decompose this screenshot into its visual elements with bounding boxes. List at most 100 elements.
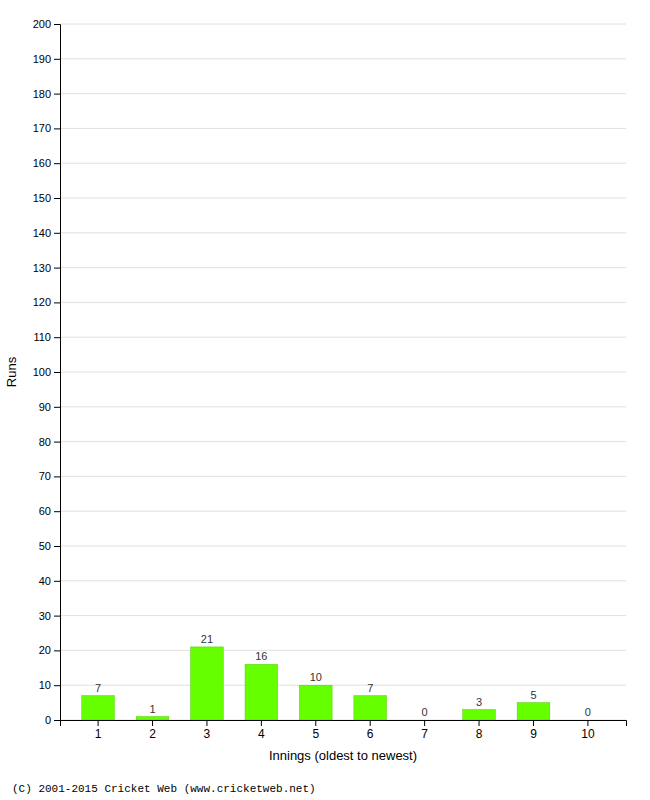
data-label: 3 [476, 696, 482, 708]
data-label: 1 [149, 703, 155, 715]
y-tick-label: 30 [39, 610, 51, 622]
x-tick: 7 [421, 720, 428, 741]
y-axis: 0 10 20 30 40 50 60 70 80 90 100 110 120 130 140 150 160… [33, 18, 61, 726]
data-label: 0 [422, 706, 428, 718]
bar [191, 647, 224, 720]
x-axis-title: Innings (oldest to newest) [269, 748, 417, 763]
grid-line [60, 267, 626, 268]
grid-line [60, 24, 626, 25]
y-tick-label: 10 [39, 679, 51, 691]
grid [60, 24, 626, 720]
y-tick-mark [54, 650, 60, 651]
y-tick-mark [54, 476, 60, 477]
grid-line [60, 546, 626, 547]
x-tick: 5 [312, 720, 319, 741]
y-tick-label: 100 [33, 366, 51, 378]
y-tick: 160 [33, 157, 60, 169]
data-label: 0 [585, 706, 591, 718]
y-tick-label: 40 [39, 575, 51, 587]
x-tick-mark [206, 720, 207, 726]
grid-line [60, 58, 626, 59]
y-tick: 190 [33, 53, 60, 65]
y-tick-mark [54, 24, 60, 25]
y-tick-mark [54, 198, 60, 199]
x-tick-mark [98, 720, 99, 726]
y-tick-label: 140 [33, 227, 51, 239]
y-tick: 120 [33, 296, 60, 308]
y-tick-label: 150 [33, 192, 51, 204]
grid-line [60, 232, 626, 233]
y-tick-label: 20 [39, 644, 51, 656]
grid-line [60, 650, 626, 651]
grid-line [60, 337, 626, 338]
y-tick: 90 [39, 401, 60, 413]
x-tick: 4 [258, 720, 265, 741]
bars [82, 647, 550, 720]
y-tick: 10 [39, 679, 60, 691]
x-tick-mark [587, 720, 588, 726]
x-tick-mark [261, 720, 262, 726]
y-tick-label: 130 [33, 262, 51, 274]
footer: (C) 2001-2015 Cricket Web (www.cricketwe… [12, 783, 316, 795]
grid-line [60, 476, 626, 477]
y-tick-mark [54, 372, 60, 373]
x-tick-mark [533, 720, 534, 726]
grid-line [60, 163, 626, 164]
x-tick-label: 3 [204, 727, 211, 741]
y-tick-mark [54, 720, 60, 721]
x-tick-mark [152, 720, 153, 726]
x-tick: 1 [95, 720, 102, 741]
bar [82, 696, 115, 720]
x-tick: 3 [204, 720, 211, 741]
bar [517, 703, 550, 720]
y-tick-mark [54, 302, 60, 303]
y-axis-title: Runs [4, 356, 19, 387]
x-axis-line [61, 721, 627, 727]
y-tick-label: 180 [33, 88, 51, 100]
y-tick-label: 60 [39, 505, 51, 517]
y-tick-mark [54, 616, 60, 617]
grid-line [60, 580, 626, 581]
bar [463, 710, 496, 720]
y-tick: 80 [39, 436, 60, 448]
grid-line [60, 406, 626, 407]
y-tick-mark [54, 442, 60, 443]
y-tick: 200 [33, 18, 60, 30]
x-tick-label: 9 [530, 727, 537, 741]
y-tick: 100 [33, 366, 60, 378]
data-label: 10 [310, 671, 322, 683]
x-tick-label: 4 [258, 727, 265, 741]
bar [572, 720, 605, 721]
y-tick-mark [54, 511, 60, 512]
y-tick-mark [54, 268, 60, 269]
y-tick-mark [54, 407, 60, 408]
y-tick-label: 50 [39, 540, 51, 552]
x-tick-label: 6 [367, 727, 374, 741]
x-tick-label: 8 [476, 727, 483, 741]
grid-line [60, 511, 626, 512]
x-tick: 2 [149, 720, 156, 741]
y-axis-line [54, 25, 61, 721]
y-tick-mark [54, 685, 60, 686]
y-tick: 60 [39, 505, 60, 517]
y-tick: 170 [33, 122, 60, 134]
y-tick: 30 [39, 610, 60, 622]
x-tick-mark [315, 720, 316, 726]
grid-line [60, 685, 626, 686]
y-tick-label: 110 [33, 331, 51, 343]
data-label: 16 [255, 650, 267, 662]
chart: 7121161070350123456789100102030405060708… [0, 0, 650, 800]
bar [245, 664, 278, 720]
x-tick-mark [370, 720, 371, 726]
x-tick-mark [424, 720, 425, 726]
x-tick-label: 7 [421, 727, 428, 741]
y-tick-label: 80 [39, 436, 51, 448]
y-tick-mark [54, 546, 60, 547]
bar [354, 696, 387, 720]
y-tick-label: 0 [45, 714, 51, 726]
x-tick: 10 [581, 720, 595, 741]
y-tick-label: 70 [39, 470, 51, 482]
bar [408, 720, 441, 721]
y-tick-mark [54, 337, 60, 338]
grid-line [60, 372, 626, 373]
